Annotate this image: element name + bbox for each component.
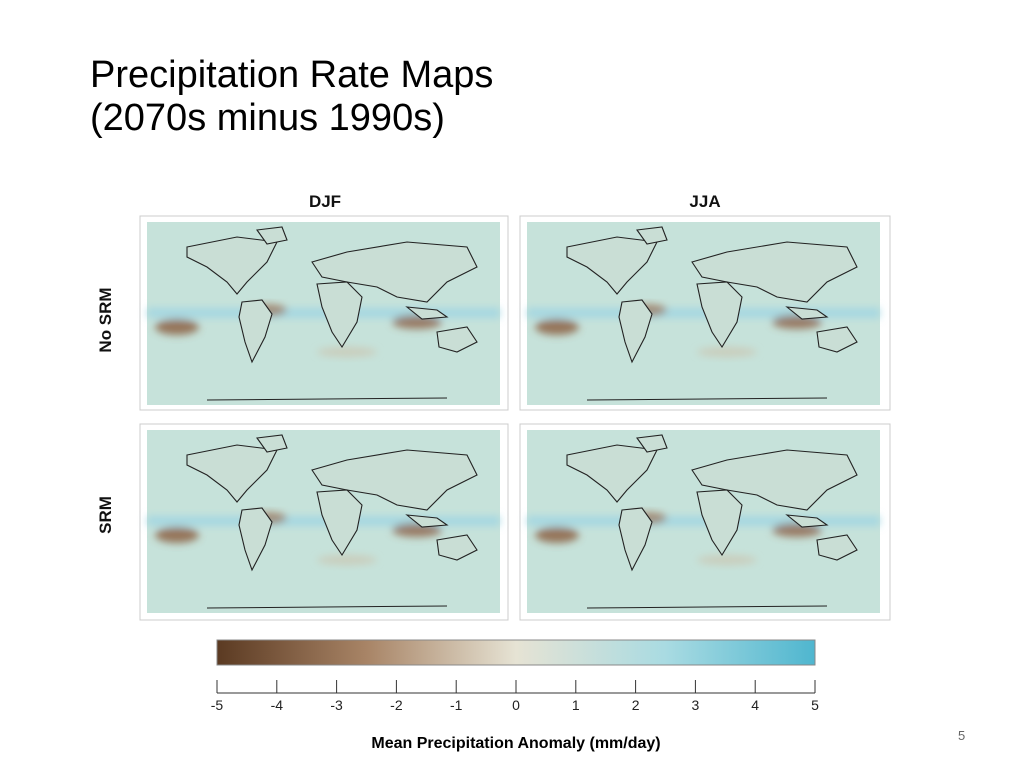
tick-label: 2 [632, 697, 640, 713]
colorbar [216, 639, 816, 666]
map-panel [519, 423, 891, 621]
tick-label: 4 [751, 697, 759, 713]
tick-label: 3 [692, 697, 700, 713]
row-label: No SRM [96, 287, 115, 352]
column-header: DJF [309, 192, 341, 211]
tick-label: 0 [512, 697, 520, 713]
tick-label: -1 [450, 697, 463, 713]
map-panel [139, 215, 509, 411]
tick-label: 1 [572, 697, 580, 713]
tick-label: -4 [271, 697, 284, 713]
tick-label: -2 [390, 697, 403, 713]
tick-label: 5 [811, 697, 819, 713]
title: Precipitation Rate Maps [90, 54, 493, 96]
column-header: JJA [689, 192, 720, 211]
map-panel [519, 215, 891, 411]
title: (2070s minus 1990s) [90, 97, 445, 139]
tick-label: -5 [211, 697, 224, 713]
tick-label: -3 [330, 697, 343, 713]
colorbar-label: Mean Precipitation Anomaly (mm/day) [371, 735, 660, 752]
map-panel [139, 423, 509, 621]
row-label: SRM [96, 496, 115, 534]
slide-number: 5 [958, 728, 965, 743]
